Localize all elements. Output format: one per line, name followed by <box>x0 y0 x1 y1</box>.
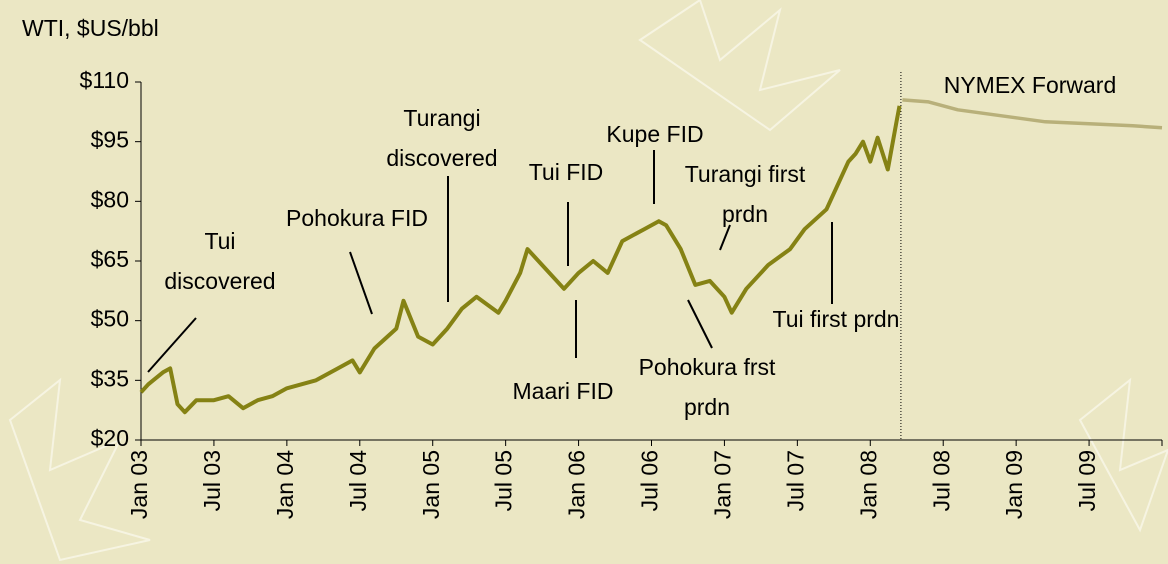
chart-title: WTI, $US/bbl <box>22 15 159 41</box>
x-tick-label: Jul 05 <box>491 450 517 511</box>
decoration <box>638 0 841 132</box>
annotation: Tui <box>204 228 235 254</box>
y-tick-label: $50 <box>91 306 129 332</box>
annotation: prdn <box>722 201 768 227</box>
x-tick-label: Jul 09 <box>1074 450 1100 511</box>
decoration <box>1078 377 1168 533</box>
annotation: Tui first prdn <box>773 306 900 332</box>
annotation: Pohokura FID <box>286 205 428 231</box>
y-tick-label: $35 <box>91 365 129 391</box>
line-series <box>139 105 902 415</box>
x-tick-label: Jul 03 <box>199 450 225 511</box>
annotation-leader <box>687 299 713 349</box>
annotation: Tui FID <box>529 159 604 185</box>
x-tick-label: Jul 08 <box>928 450 954 511</box>
decoration <box>8 377 151 562</box>
annotation: Kupe FID <box>606 121 703 147</box>
annotation: Turangi <box>403 105 480 131</box>
x-tick-label: Jan 09 <box>1001 450 1027 519</box>
x-tick-label: Jan 05 <box>418 450 444 519</box>
line-series <box>902 98 1163 130</box>
y-tick-label: $80 <box>91 186 129 212</box>
annotation: NYMEX Forward <box>944 72 1117 98</box>
annotation: Maari FID <box>513 378 614 404</box>
x-tick-label: Jul 06 <box>637 450 663 511</box>
annotation-leader <box>147 317 197 373</box>
annotation: prdn <box>684 394 730 420</box>
y-tick-label: $65 <box>91 246 129 272</box>
x-tick-label: Jan 03 <box>126 450 152 519</box>
x-tick-label: Jan 04 <box>272 450 298 519</box>
y-tick-label: $110 <box>80 67 129 93</box>
annotation: discovered <box>386 145 497 171</box>
x-tick-label: Jan 06 <box>564 450 590 519</box>
x-tick-label: Jan 08 <box>855 450 881 519</box>
y-tick-label: $20 <box>91 425 129 451</box>
y-tick-label: $95 <box>91 127 129 153</box>
annotation-leader <box>719 224 731 251</box>
x-tick-label: Jul 04 <box>345 450 371 512</box>
x-tick-label: Jan 07 <box>710 450 736 519</box>
annotation-leader <box>349 251 373 315</box>
annotation: Pohokura frst <box>639 354 776 380</box>
x-tick-label: Jul 07 <box>782 450 808 511</box>
annotation: discovered <box>164 268 275 294</box>
annotation: Turangi first <box>685 161 806 187</box>
